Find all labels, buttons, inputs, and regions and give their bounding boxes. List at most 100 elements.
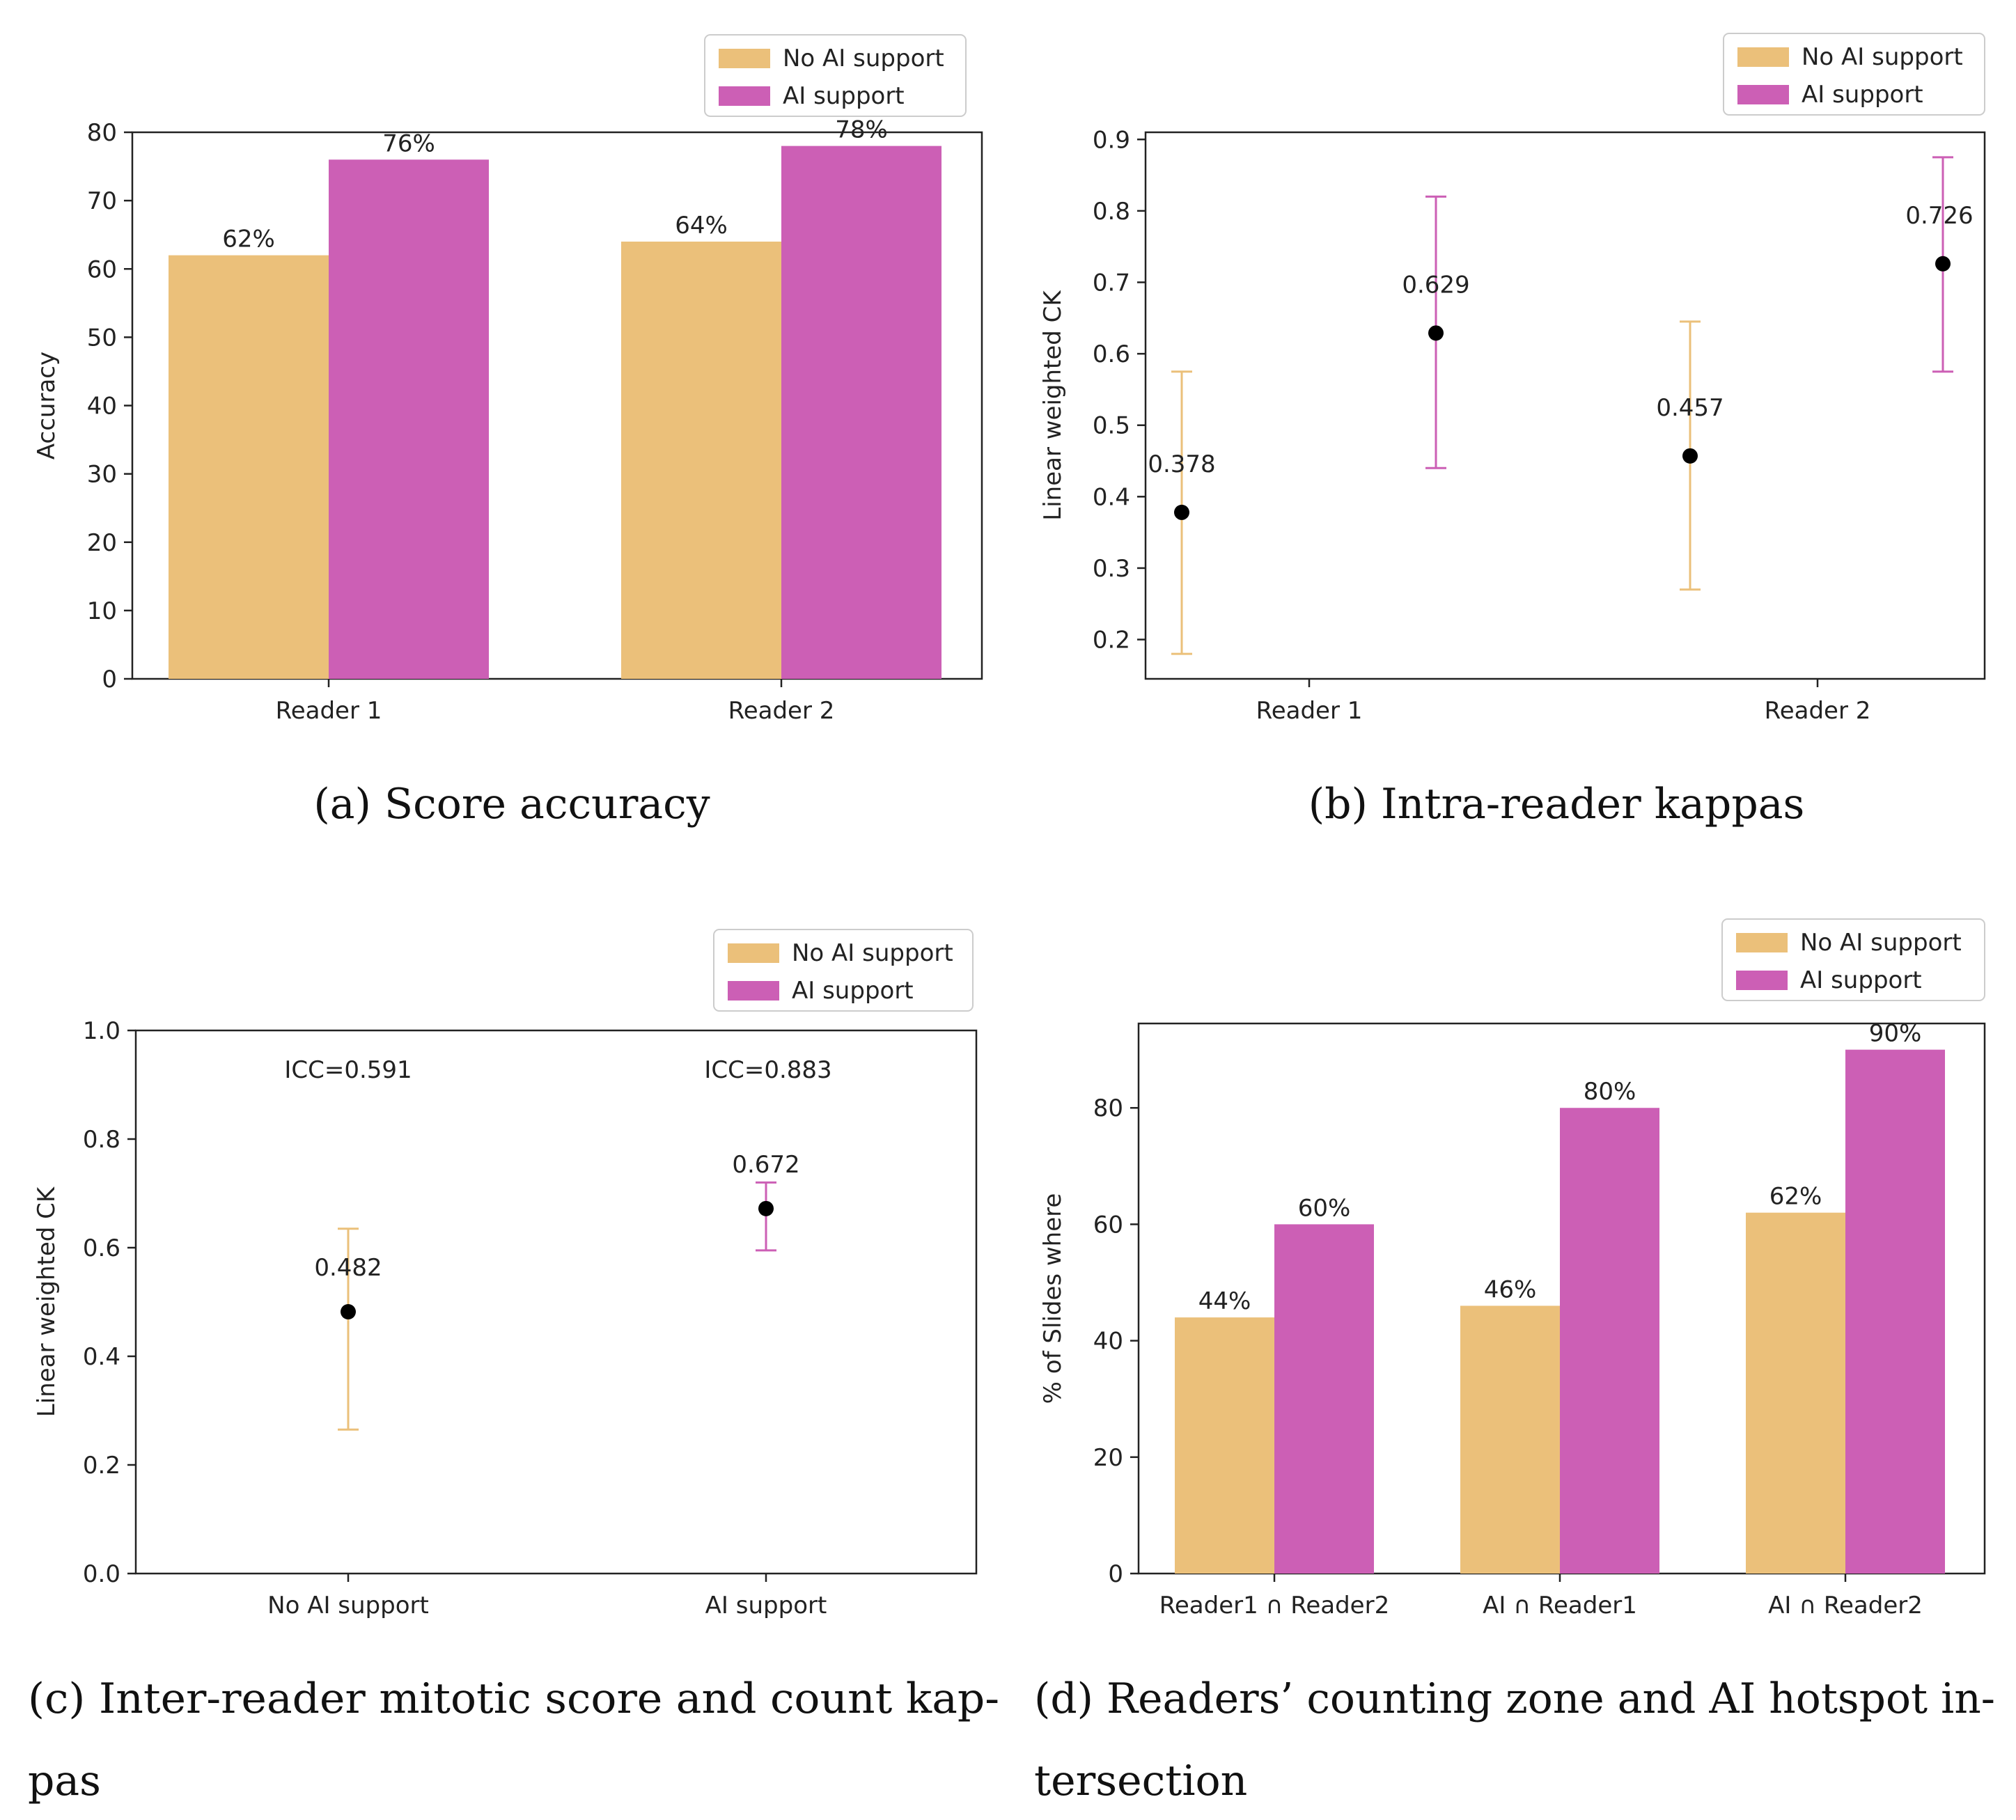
panel-d-bar-data-label: 80% — [1584, 1078, 1636, 1106]
panel-d-ytick-label: 40 — [1093, 1328, 1123, 1356]
panel-b-xtick-label: Reader 2 — [1765, 697, 1871, 725]
panel-d-legend-swatch-no-ai — [1736, 933, 1788, 952]
panel-d-ytick-label: 20 — [1093, 1444, 1123, 1472]
panel-d-y-axis-label: % of Slides where — [1039, 1193, 1067, 1404]
panel-a-ytick-label: 10 — [87, 597, 117, 625]
panel-d-counting-zone-intersection: 0 20 40 60 80 Reader1 ∩ Reader2 AI ∩ Reader1 AI… — [1039, 918, 1986, 1619]
panel-b-ytick-label: 0.8 — [1093, 198, 1130, 226]
panel-a-y-axis-label: Accuracy — [33, 352, 61, 460]
panel-c-data-point — [341, 1304, 356, 1320]
panel-b-ytick-label: 0.2 — [1093, 627, 1130, 654]
panel-d-bar-data-label: 90% — [1869, 1020, 1922, 1048]
panel-c-legend-label-ai: AI support — [792, 977, 914, 1005]
panel-c-ytick-label: 0.4 — [83, 1343, 120, 1371]
panel-d-ytick-label: 0 — [1108, 1560, 1123, 1588]
panel-a-legend-swatch-ai — [719, 86, 770, 106]
panel-c-xtick-label: AI support — [705, 1592, 827, 1619]
panel-b-legend-label-ai: AI support — [1802, 81, 1923, 109]
panel-d-bar-ai — [1274, 1224, 1374, 1574]
panel-d-bar-no-ai — [1460, 1305, 1560, 1574]
panel-c-plot-area — [134, 1029, 978, 1575]
panel-d-bar-no-ai — [1746, 1212, 1845, 1574]
panel-d-xtick-label: AI ∩ Reader2 — [1768, 1592, 1923, 1619]
panel-c-icc-annotation: ICC=0.883 — [704, 1056, 831, 1084]
panel-b-ytick-label: 0.4 — [1093, 483, 1130, 511]
caption-d-line2: tersection — [1034, 1757, 1247, 1805]
panel-b-intra-reader-kappas: 0.2 0.3 0.4 0.5 0.6 0.7 0.8 0.9 Reader 1 Reader 2… — [1039, 33, 1986, 725]
panel-a-bar-data-label: 64% — [675, 212, 728, 240]
panel-c-ytick-label: 0.0 — [83, 1560, 120, 1588]
panel-a-bar-data-label: 62% — [222, 226, 275, 253]
panel-c-ytick-label: 0.2 — [83, 1452, 120, 1480]
panel-a-ytick-label: 0 — [102, 666, 117, 693]
panel-b-plot-area — [1144, 131, 1986, 680]
panel-c-ytick-label: 1.0 — [83, 1017, 120, 1045]
panel-a-ytick-label: 60 — [87, 256, 117, 283]
panel-c-data-point — [758, 1200, 774, 1216]
panel-a-bar-data-label: 78% — [835, 116, 888, 144]
panel-a-bar-no-ai — [621, 242, 781, 679]
panel-d-bar-ai — [1845, 1049, 1945, 1574]
panel-b-point-data-label: 0.378 — [1148, 450, 1215, 478]
panel-a-ytick-label: 30 — [87, 461, 117, 489]
panel-d-legend-label-no-ai: No AI support — [1800, 929, 1962, 957]
panel-b-y-axis-label: Linear weighted CK — [1039, 290, 1067, 521]
panel-d-bar-data-label: 44% — [1198, 1287, 1251, 1315]
panel-c-point-data-label: 0.672 — [732, 1151, 799, 1179]
caption-a: (a) Score accuracy — [313, 780, 710, 829]
caption-c-line1: (c) Inter-reader mitotic score and count… — [28, 1674, 999, 1723]
panel-a-bar-ai — [329, 159, 489, 679]
caption-b: (b) Intra-reader kappas — [1308, 780, 1805, 829]
panel-b-ytick-label: 0.3 — [1093, 555, 1130, 583]
panel-d-bar-data-label: 60% — [1298, 1194, 1351, 1222]
panel-a-ytick-label: 80 — [87, 119, 117, 147]
panel-d-ytick-label: 80 — [1093, 1095, 1123, 1122]
panel-c-point-data-label: 0.482 — [314, 1254, 382, 1282]
caption-d-line1: (d) Readers’ counting zone and AI hotspo… — [1034, 1674, 1995, 1723]
panel-d-bar-no-ai — [1175, 1317, 1274, 1574]
panel-d-xtick-label: AI ∩ Reader1 — [1483, 1592, 1637, 1619]
panel-b-ytick-label: 0.9 — [1093, 126, 1130, 154]
panel-d-xtick-label: Reader1 ∩ Reader2 — [1159, 1592, 1389, 1619]
panel-b-ytick-label: 0.5 — [1093, 412, 1130, 440]
caption-c-line2: pas — [28, 1757, 101, 1805]
panel-a-bar-data-label: 76% — [382, 130, 435, 157]
panel-b-ytick-label: 0.7 — [1093, 269, 1130, 297]
panel-d-legend-label-ai: AI support — [1800, 966, 1922, 994]
panel-d-legend-box — [1721, 918, 1985, 1001]
panel-b-point-data-label: 0.457 — [1656, 394, 1724, 422]
panel-b-point-data-label: 0.629 — [1402, 271, 1469, 299]
panel-d-bar-ai — [1560, 1108, 1659, 1574]
panel-a-score-accuracy: 0 10 20 30 40 50 60 70 80 Reader 1 Reader 2 Accurac… — [33, 34, 983, 725]
panel-a-legend-swatch-no-ai — [719, 49, 770, 68]
panel-b-point-data-label: 0.726 — [1905, 202, 1973, 230]
panel-d-legend-swatch-ai — [1736, 971, 1788, 990]
panel-a-ytick-label: 20 — [87, 529, 117, 557]
panel-d-bar-data-label: 46% — [1484, 1276, 1537, 1303]
panel-a-ytick-label: 50 — [87, 324, 117, 352]
panel-b-legend-swatch-no-ai — [1737, 47, 1789, 67]
panel-a-ytick-label: 70 — [87, 187, 117, 215]
panel-c-legend-label-no-ai: No AI support — [792, 939, 953, 967]
panel-c-inter-reader-kappas: 0.0 0.2 0.4 0.6 0.8 1.0 No AI support AI suppor… — [33, 929, 978, 1619]
panel-c-ytick-label: 0.8 — [83, 1126, 120, 1154]
panel-c-legend-swatch-ai — [728, 981, 779, 1001]
panel-c-ytick-label: 0.6 — [83, 1234, 120, 1262]
panel-b-legend-label-no-ai: No AI support — [1802, 43, 1963, 71]
panel-a-xtick-label: Reader 1 — [276, 697, 382, 725]
panel-a-bar-no-ai — [169, 255, 329, 679]
panel-b-ytick-label: 0.6 — [1093, 340, 1130, 368]
panel-b-legend-swatch-ai — [1737, 85, 1789, 104]
panel-b-data-point — [1935, 256, 1951, 272]
panel-a-xtick-label: Reader 2 — [728, 697, 835, 725]
panel-d-ytick-label: 60 — [1093, 1211, 1123, 1239]
panel-d-bar-data-label: 62% — [1769, 1183, 1822, 1211]
panel-b-data-point — [1428, 325, 1444, 341]
panel-b-xtick-label: Reader 1 — [1256, 697, 1363, 725]
panel-a-bar-ai — [781, 146, 941, 679]
panel-c-legend-swatch-no-ai — [728, 943, 779, 963]
panel-c-y-axis-label: Linear weighted CK — [33, 1186, 61, 1417]
panel-c-icc-annotation: ICC=0.591 — [284, 1056, 412, 1084]
panel-b-data-point — [1682, 448, 1698, 464]
